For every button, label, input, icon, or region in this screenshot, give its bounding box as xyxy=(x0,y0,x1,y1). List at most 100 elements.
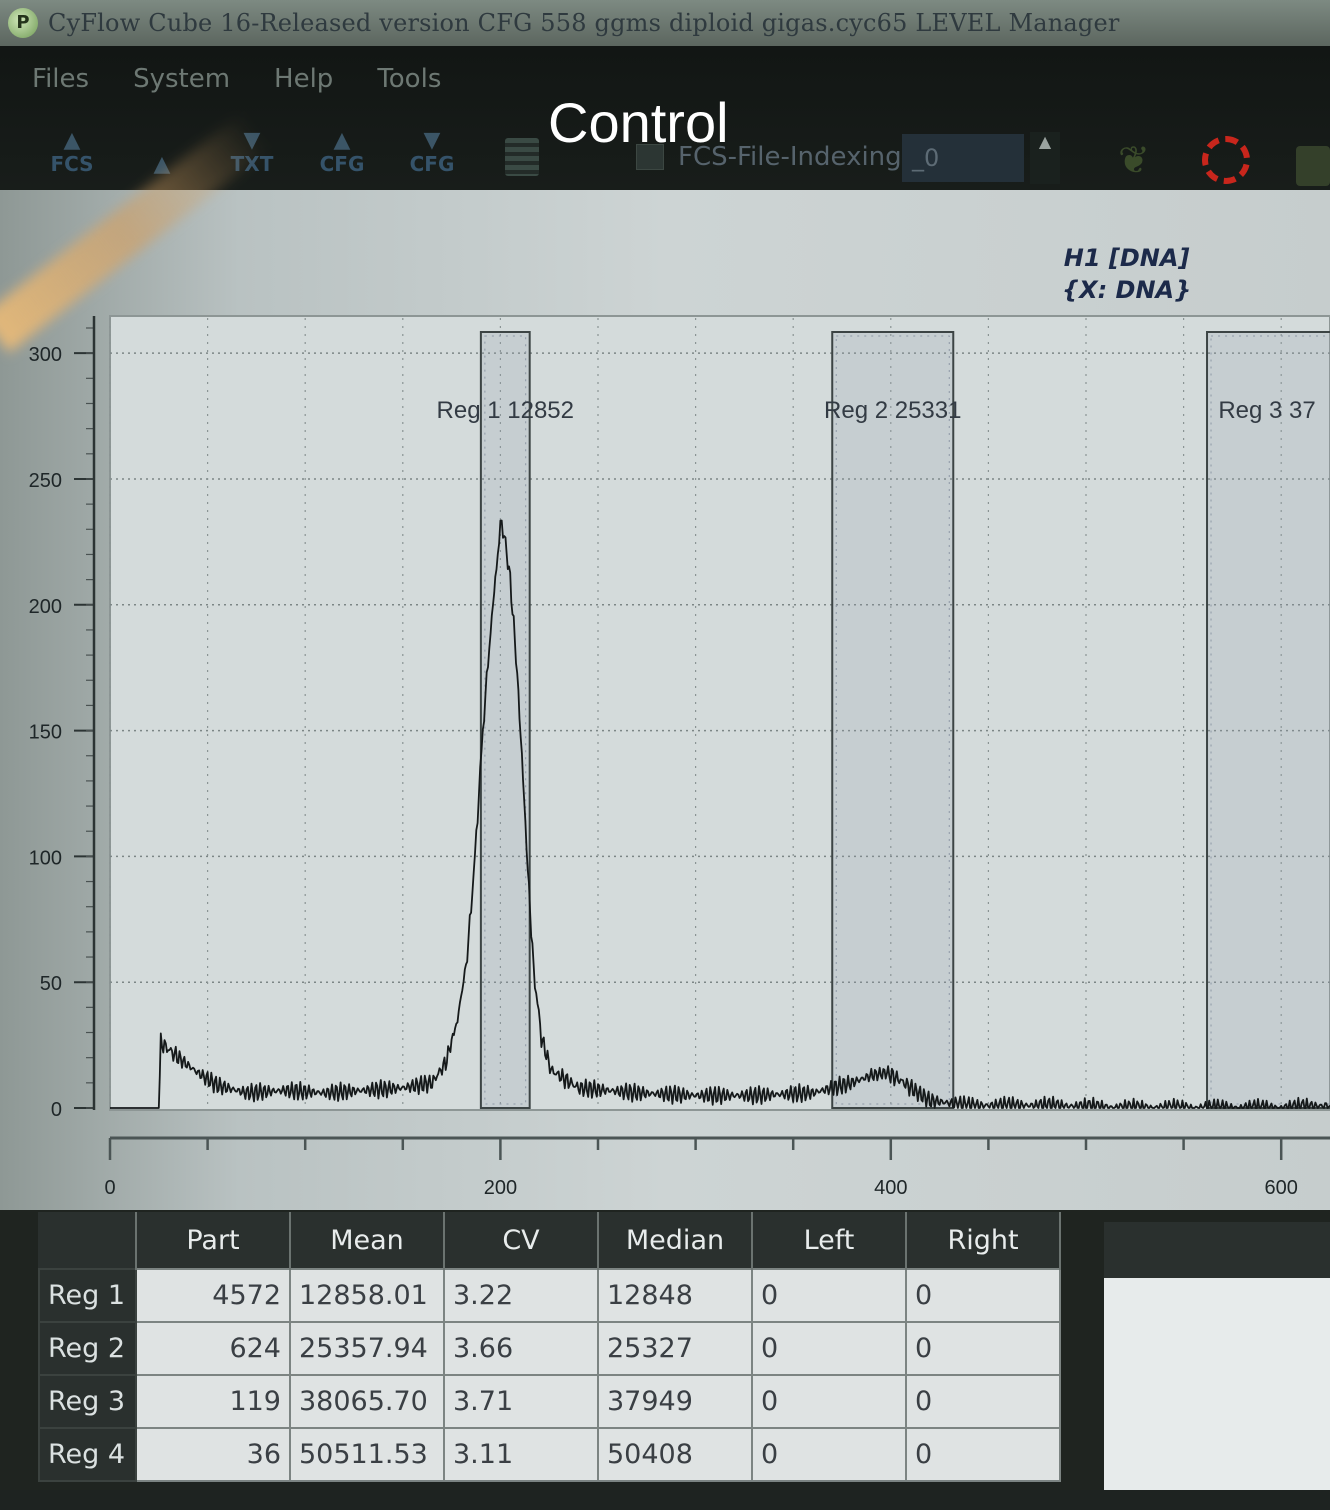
axes: 0 50 100 150 200 250 300 0 200 400 600 xyxy=(29,316,1330,1199)
cell-cv: 3.22 xyxy=(443,1268,599,1323)
cell-part: 119 xyxy=(135,1374,291,1429)
list-icon xyxy=(505,138,539,176)
cell-mean: 38065.70 xyxy=(289,1374,445,1429)
fcs-indexing-checkbox[interactable] xyxy=(636,144,664,170)
table-row[interactable]: Reg 4 36 50511.53 3.11 50408 0 0 xyxy=(38,1427,1061,1482)
overlay-caption: Control xyxy=(548,91,729,154)
region-label: Reg 2 25331 xyxy=(824,397,961,424)
cell-median: 25327 xyxy=(597,1321,753,1376)
table-corner xyxy=(39,1212,137,1269)
row-region: Reg 3 xyxy=(38,1374,137,1429)
list-button[interactable] xyxy=(490,120,554,176)
y-tick-label: 50 xyxy=(40,973,62,995)
refresh-ring-icon[interactable] xyxy=(1202,136,1250,184)
menu-help[interactable]: Help xyxy=(274,64,334,94)
leaf-icon[interactable]: ❦ xyxy=(1118,138,1150,182)
cell-right[interactable]: 0 xyxy=(905,1321,1061,1376)
table-header-row: Part Mean CV Median Left Right xyxy=(39,1212,1061,1269)
side-panel: F xyxy=(1104,1222,1330,1510)
title-bar: P CyFlow Cube 16-Released version CFG 55… xyxy=(0,0,1330,46)
load-cfg-button[interactable]: ▲ CFG xyxy=(310,120,374,177)
table-row[interactable]: Reg 2 624 25357.94 3.66 25327 0 0 xyxy=(38,1321,1061,1376)
menu-files[interactable]: Files xyxy=(32,64,90,94)
y-tick-label: 250 xyxy=(29,470,62,492)
dna-histogram-chart[interactable]: Reg 1 12852 Reg 2 25331 Reg 3 37 0 50 100 150… xyxy=(0,300,1330,1200)
col-right: Right xyxy=(906,1212,1061,1269)
cell-mean: 12858.01 xyxy=(289,1268,445,1323)
app-logo-icon: P xyxy=(8,8,38,38)
row-region: Reg 1 xyxy=(38,1268,137,1323)
cell-mean: 50511.53 xyxy=(289,1427,445,1482)
cell-cv: 3.66 xyxy=(443,1321,599,1376)
spinner-up-icon[interactable]: ▲ xyxy=(1030,132,1060,184)
table-row[interactable]: Reg 1 4572 12858.01 3.22 12848 0 0 xyxy=(38,1268,1061,1323)
cell-median: 37949 xyxy=(597,1374,753,1429)
region-box xyxy=(831,331,955,1109)
x-tick-label: 0 xyxy=(104,1177,115,1199)
row-region: Reg 4 xyxy=(38,1427,137,1482)
region-box xyxy=(1206,331,1330,1109)
cell-right[interactable]: 0 xyxy=(905,1374,1061,1429)
tool-caption: CFG xyxy=(409,152,455,176)
region-stats-table: Part Mean CV Median Left Right Reg 1 457… xyxy=(38,1212,1061,1482)
window-title: CyFlow Cube 16-Released version CFG 558 … xyxy=(48,9,1120,37)
series-line-dna xyxy=(110,519,1330,1109)
table-row[interactable]: Reg 3 119 38065.70 3.71 37949 0 0 xyxy=(38,1374,1061,1429)
cell-part: 36 xyxy=(135,1427,291,1482)
fcs-indexing: FCS-File-Indexing xyxy=(636,142,902,172)
load-fcs-button[interactable]: ▲ FCS xyxy=(40,120,104,177)
toolbar-extra-icon[interactable] xyxy=(1296,146,1330,186)
region-reg-2[interactable]: Reg 2 25331 xyxy=(824,331,961,1109)
cell-left[interactable]: 0 xyxy=(751,1268,907,1323)
series xyxy=(110,519,1330,1109)
regions[interactable]: Reg 1 12852 Reg 2 25331 Reg 3 37 xyxy=(437,331,1330,1109)
tool-caption: CFG xyxy=(319,152,365,176)
menu-system[interactable]: System xyxy=(133,64,231,94)
menu-tools[interactable]: Tools xyxy=(377,64,442,94)
menu-bar: Files System Help Tools xyxy=(32,64,441,94)
col-cv: CV xyxy=(444,1212,599,1269)
cell-cv: 3.71 xyxy=(443,1374,599,1429)
toolbar: ▲ FCS ▲ ▼ TXT ▲ CFG ▼ CFG xyxy=(40,120,554,176)
histogram-title: H1 [DNA] {X: DNA} xyxy=(1062,242,1191,306)
y-tick-label: 200 xyxy=(29,596,62,618)
y-tick-label: 150 xyxy=(29,722,62,744)
cell-right[interactable]: 0 xyxy=(905,1268,1061,1323)
cell-part: 624 xyxy=(135,1321,291,1376)
cell-median: 12848 xyxy=(597,1268,753,1323)
col-part: Part xyxy=(136,1212,291,1269)
region-label: Reg 1 12852 xyxy=(437,397,574,424)
cell-left[interactable]: 0 xyxy=(751,1321,907,1376)
cell-median: 50408 xyxy=(597,1427,753,1482)
region-reg-1[interactable]: Reg 1 12852 xyxy=(437,331,574,1109)
download-arrow-icon: ▼ xyxy=(423,128,441,153)
col-left: Left xyxy=(752,1212,907,1269)
y-tick-label: 100 xyxy=(29,847,62,869)
upload-arrow-icon: ▲ xyxy=(63,128,81,153)
y-tick-label: 0 xyxy=(51,1099,62,1121)
fcs-indexing-label: FCS-File-Indexing xyxy=(678,142,902,172)
x-tick-label: 200 xyxy=(484,1177,517,1199)
cell-mean: 25357.94 xyxy=(289,1321,445,1376)
x-tick-label: 600 xyxy=(1265,1177,1298,1199)
region-box xyxy=(479,331,531,1109)
region-hatch xyxy=(835,335,950,1105)
histogram-title-line2: {X: DNA} xyxy=(1062,276,1192,304)
cell-left[interactable]: 0 xyxy=(751,1427,907,1482)
cell-cv: 3.11 xyxy=(443,1427,599,1482)
grid xyxy=(109,315,1330,1111)
y-tick-label: 300 xyxy=(29,344,62,366)
cell-right[interactable]: 0 xyxy=(905,1427,1061,1482)
save-cfg-button[interactable]: ▼ CFG xyxy=(400,120,464,177)
fcs-index-input[interactable]: _0 xyxy=(902,134,1024,182)
cell-part: 4572 xyxy=(135,1268,291,1323)
bottom-strip xyxy=(0,1490,1330,1510)
region-label: Reg 3 37 xyxy=(1218,397,1315,424)
region-reg-3[interactable]: Reg 3 37 xyxy=(1206,331,1330,1109)
histogram-title-line1: H1 [DNA] xyxy=(1063,244,1190,272)
plot-area xyxy=(109,315,1330,1111)
col-median: Median xyxy=(598,1212,753,1269)
cell-left[interactable]: 0 xyxy=(751,1374,907,1429)
x-tick-label: 400 xyxy=(874,1177,907,1199)
row-region: Reg 2 xyxy=(38,1321,137,1376)
